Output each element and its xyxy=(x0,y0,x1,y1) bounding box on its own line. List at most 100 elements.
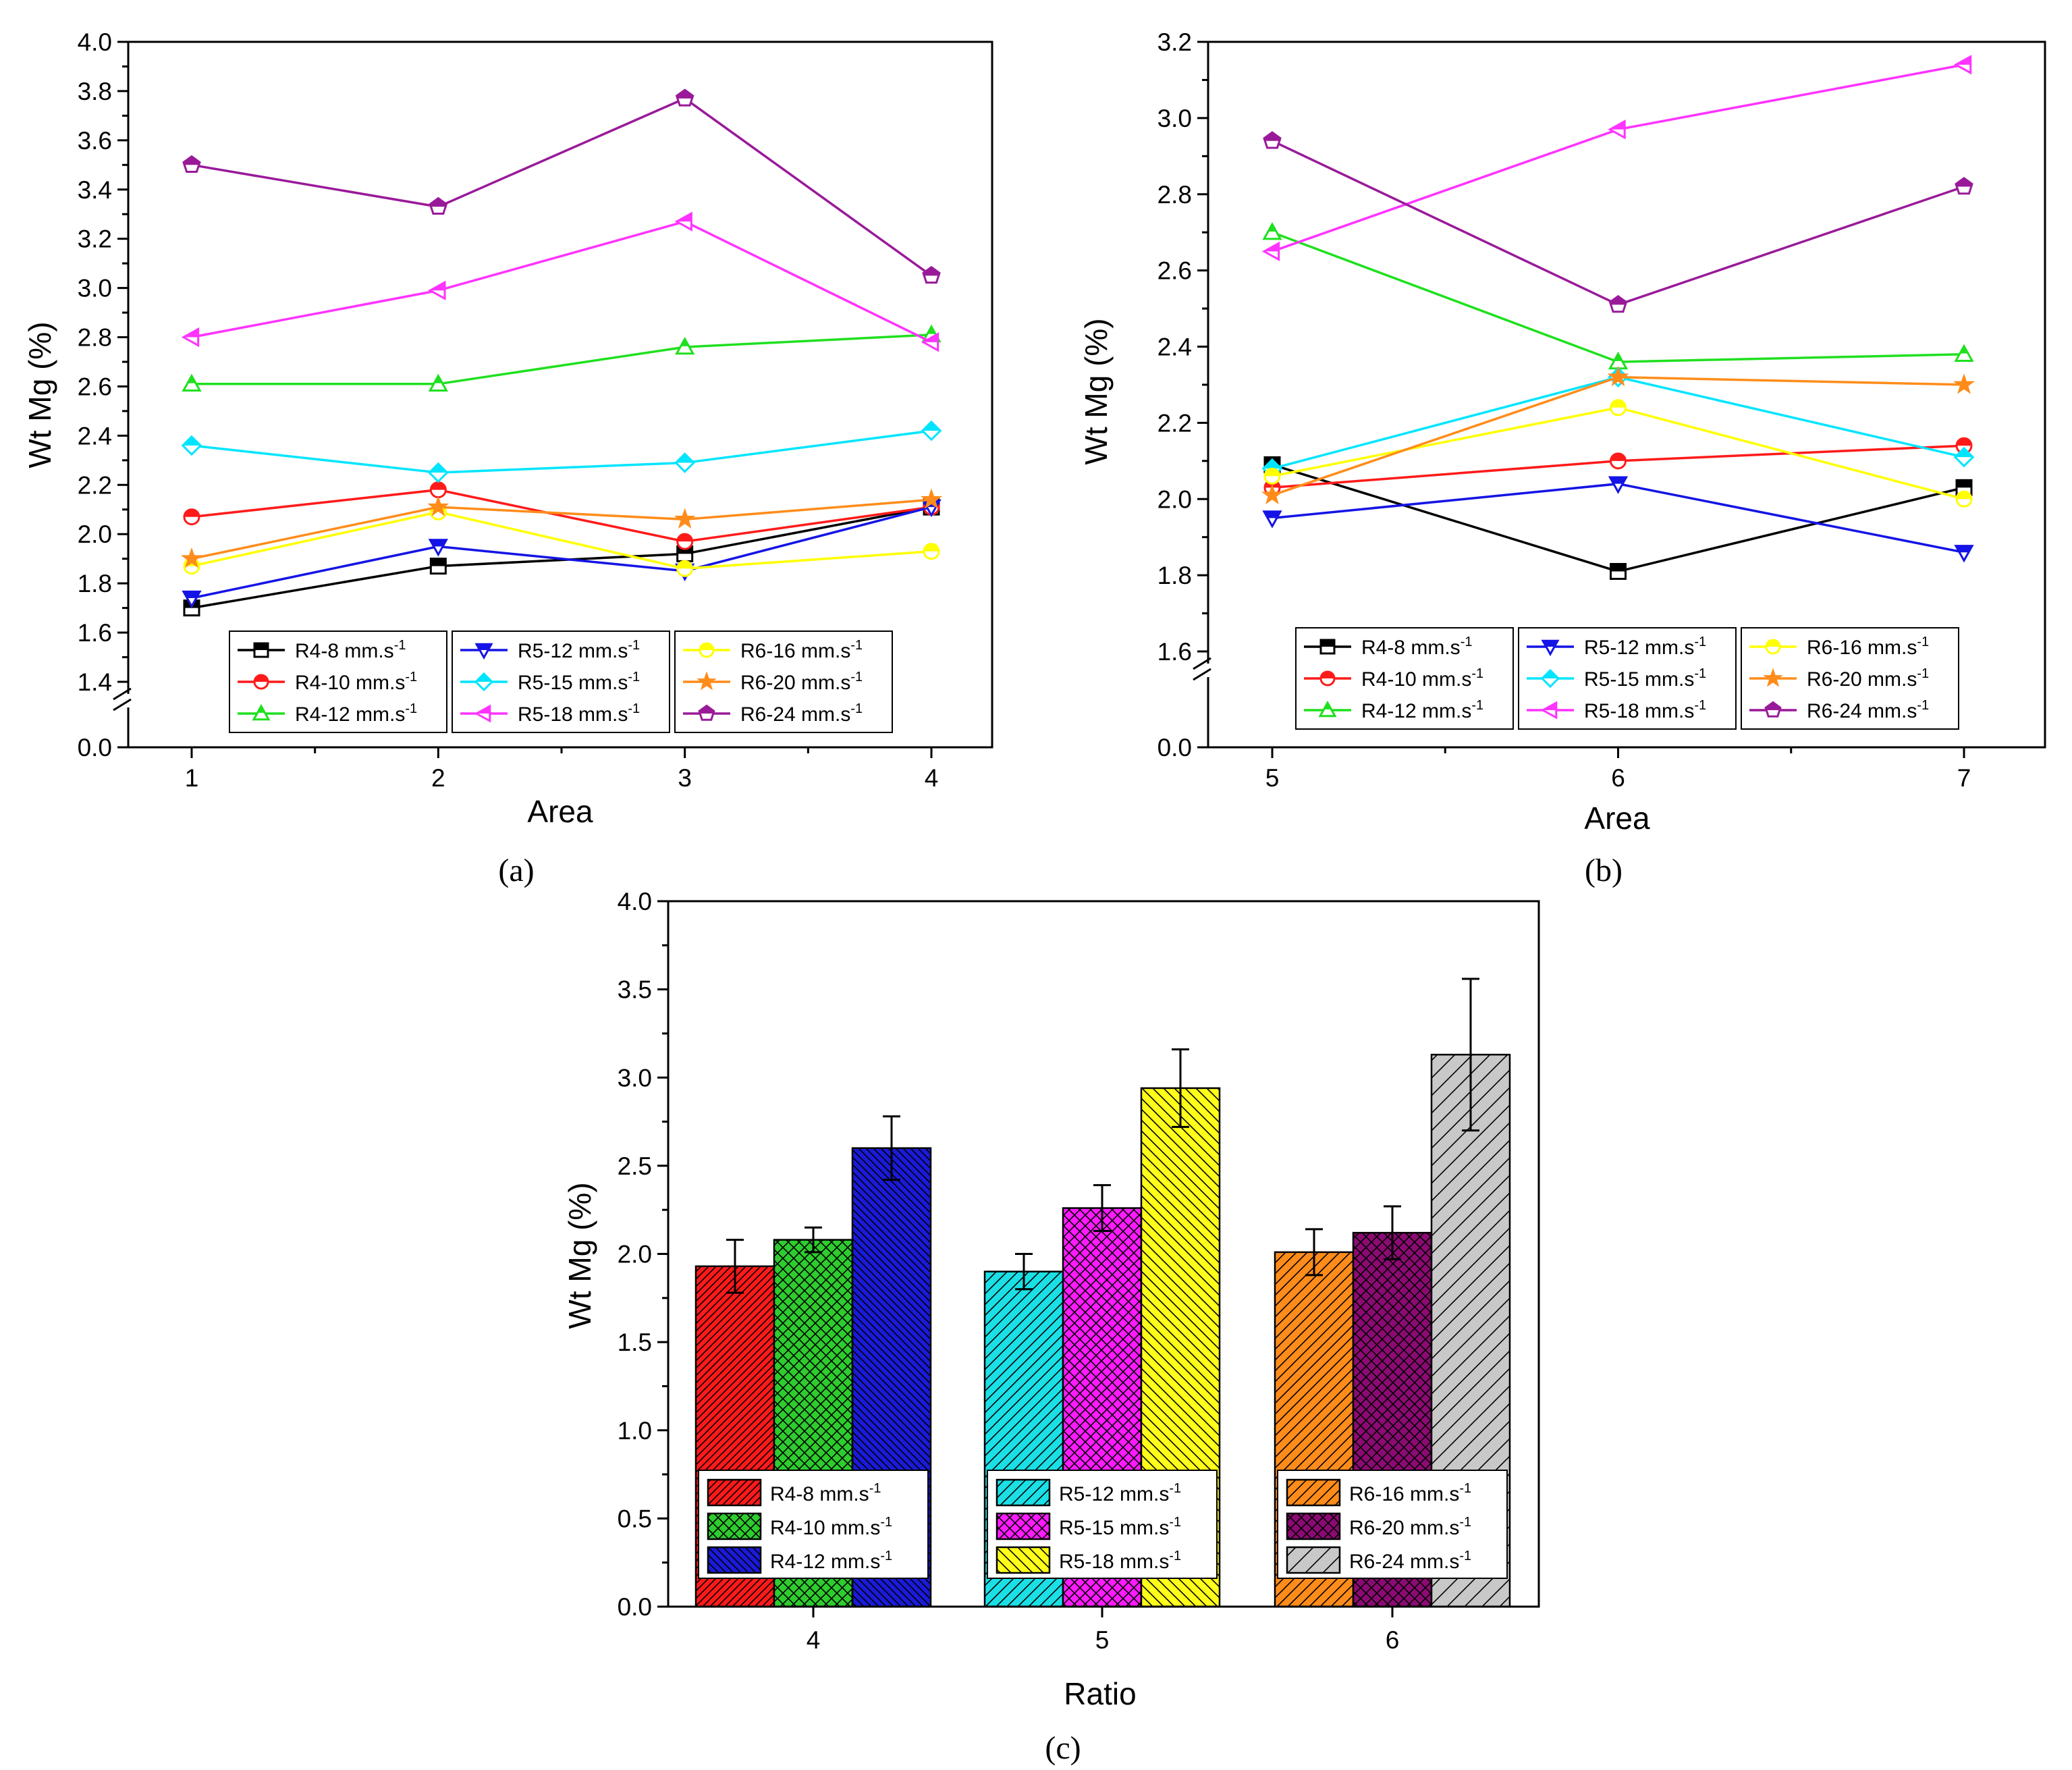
panel-b-legend-item-r5-12-mm-s-label-superscript: -1 xyxy=(1694,635,1706,649)
panel-b-legend-item-r4-12-mm-s-label-main: R4-12 mm.s xyxy=(1361,700,1471,722)
panel-a-series-r6-24-mm-s-line xyxy=(191,97,933,277)
panel-b-legend-item-r5-18-mm-s-label-superscript: -1 xyxy=(1694,698,1706,713)
panel-b-legend-item-r4-8-mm-s-label-main: R4-8 mm.s xyxy=(1361,637,1461,659)
panel-b-series-r6-16-mm-s-point-2 xyxy=(1610,399,1627,417)
panel-c-legend-item-r6-16-mm-s-label-main: R6-16 mm.s xyxy=(1349,1483,1459,1505)
panel-b-series-r5-12-mm-s-point-1 xyxy=(1262,510,1282,529)
panel-a-legend-item-r5-15-mm-s-label-main: R5-15 mm.s xyxy=(518,672,628,694)
panel-b-series-r6-24-mm-s-point-1 xyxy=(1263,131,1282,149)
panel-a-legend-item-r5-18-mm-s-label-superscript: -1 xyxy=(628,701,640,716)
panel-a-legend-item-r5-15-mm-s-label: R5-15 mm.s-1 xyxy=(518,670,640,694)
panel-c-legend-item-r4-12-mm-s-swatch xyxy=(707,1546,762,1574)
panel-c-x-tick-label-5: 5 xyxy=(1095,1626,1110,1654)
panel-c-legend-item-r4-8-mm-s-label-superscript: -1 xyxy=(869,1481,881,1496)
panel-b-legend-item-r6-16-mm-s-marker-fill xyxy=(1766,640,1780,647)
panel-b-series-r5-12-mm-s-point-2 xyxy=(1608,476,1629,494)
panel-c-label: (c) xyxy=(1045,1730,1081,1766)
panel-c-legend-item-r4-12-mm-s-label-main: R4-12 mm.s xyxy=(770,1551,880,1573)
panel-b-y-tick-label-2-8: 2.8 xyxy=(1157,181,1192,209)
panel-b-series xyxy=(1261,55,1975,580)
panel-b-series-r4-10-mm-s-point-3 xyxy=(1955,437,1973,454)
panel-b-label: (b) xyxy=(1585,853,1623,888)
panel-b-legend-column-box xyxy=(1518,627,1737,730)
panel-a-legend-item-r6-20-mm-s-marker-fill xyxy=(697,671,717,691)
panel-c-legend-item-r4-8-mm-s-swatch xyxy=(707,1478,762,1507)
panel-a-legend-item-r5-12-mm-s-marker-fill xyxy=(476,644,491,650)
panel-a-label: (a) xyxy=(498,853,534,888)
panel-a-x-tick-label-4: 4 xyxy=(925,764,939,792)
panel-c-legend-item-r6-16-mm-s-swatch xyxy=(1286,1478,1341,1507)
panel-a-series-r6-20-mm-s-point-1-fill xyxy=(181,547,202,568)
panel-a-y-tick-label-3-6: 3.6 xyxy=(78,127,112,155)
panel-a-series-r6-24-mm-s-point-4-fill xyxy=(923,267,940,276)
panel-b-series-r6-16-mm-s-point-3-fill xyxy=(1957,491,1971,500)
panel-a-series-r5-18-mm-s-point-1-fill xyxy=(183,329,198,338)
panel-a-series-r4-10-mm-s-point-3-fill xyxy=(677,534,692,542)
panel-a-legend-item-r4-12-mm-s-marker xyxy=(252,703,271,721)
panel-a-series-r6-16-mm-s-point-3-fill xyxy=(677,561,692,569)
panel-b-legend-item-r6-20-mm-s-label-superscript: -1 xyxy=(1917,666,1929,681)
panel-a-series-r4-10-mm-s-line xyxy=(191,488,932,543)
panel-a-series-r6-24-mm-s-point-2 xyxy=(429,196,448,215)
panel-b-series-r4-12-mm-s-point-1 xyxy=(1262,221,1282,240)
panel-b-series-r6-20-mm-s-point-2-fill xyxy=(1607,365,1629,387)
panel-a-series-r6-24-mm-s-point-3 xyxy=(675,88,694,107)
panel-a-legend-item-r5-15-mm-s-marker xyxy=(474,672,494,692)
panel-a-series-r6-16-mm-s-point-3 xyxy=(676,560,694,577)
panel-b-series-r6-24-mm-s-line xyxy=(1272,140,1965,306)
panel-a-legend-item-r4-10-mm-s-marker xyxy=(253,674,269,690)
panel-a-y-tick-label-base: 0.0 xyxy=(78,734,112,761)
panel-c-legend-item-r6-24-mm-s-swatch xyxy=(1286,1546,1341,1574)
panel-b-series-r4-12-mm-s-point-3-fill xyxy=(1959,346,1969,354)
panel-a-legend-item-r5-18-mm-s-label-main: R5-18 mm.s xyxy=(518,703,628,726)
panel-b-legend-item-r4-8-mm-s-marker xyxy=(1319,639,1336,655)
panel-b-legend-item-r5-12-mm-s-label: R5-12 mm.s-1 xyxy=(1584,635,1706,659)
panel-a-legend-item-r4-12-mm-s-label: R4-12 mm.s-1 xyxy=(295,701,417,726)
panel-a-legend-item-r5-12-mm-s-label-superscript: -1 xyxy=(628,638,640,653)
panel-b-y-tick-label-1-6: 1.6 xyxy=(1157,638,1192,666)
panel-a-series-r6-20-mm-s-point-3-fill xyxy=(674,508,696,529)
panel-a-y-tick-label-4-0: 4.0 xyxy=(78,28,112,56)
panel-a-legend-item-r6-24-mm-s-marker-fill xyxy=(699,705,715,714)
panel-b-series-r4-12-mm-s-point-1-fill xyxy=(1267,224,1277,232)
panel-a-legend-item-r5-18-mm-s-marker xyxy=(474,704,491,723)
panel-a-series-r6-20-mm-s-point-2 xyxy=(427,495,449,516)
panel-a-series-r6-20-mm-s-point-4 xyxy=(921,488,942,509)
panel-b-legend-item-r6-24-mm-s-label: R6-24 mm.s-1 xyxy=(1807,698,1929,722)
panel-b-legend-item-r6-16-mm-s-label-superscript: -1 xyxy=(1917,635,1929,649)
panel-b-legend-item-r4-10-mm-s-marker-fill xyxy=(1321,672,1334,678)
panel-a-series-r5-12-mm-s-point-1 xyxy=(182,590,202,609)
panel-c-legend-item-r5-15-mm-s-swatch xyxy=(996,1512,1051,1540)
panel-b-series-r5-18-mm-s-point-1-fill xyxy=(1263,243,1279,252)
panel-b-legend-item-r4-12-mm-s-marker xyxy=(1318,700,1337,718)
panel-b-series-r4-8-mm-s-point-2-fill xyxy=(1610,564,1626,572)
panel-b-legend-item-r6-24-mm-s-label-main: R6-24 mm.s xyxy=(1807,700,1917,722)
panel-c-legend-item-r6-20-mm-s-label: R6-20 mm.s-1 xyxy=(1349,1515,1471,1539)
panel-b-legend-item-r4-8-mm-s-marker-fill xyxy=(1321,640,1334,647)
panel-c-y-tick-label-0-5: 0.5 xyxy=(618,1505,652,1532)
panel-b-axis-break-mark-2 xyxy=(1193,668,1211,681)
panel-c-legend-item-r4-10-mm-s-label: R4-10 mm.s-1 xyxy=(770,1515,892,1539)
panel-a-legend-item-r4-8-mm-s-label-superscript: -1 xyxy=(394,638,406,653)
panel-b-series-r5-18-mm-s-point-3 xyxy=(1953,55,1972,75)
panel-b-series-r6-20-mm-s-point-2 xyxy=(1607,365,1629,387)
panel-a-chart: 1.4 1.6 1.8 2.0 2.2 2.4 2.6 2.8 3.0 3.2 3.4 3.6 3.8 4… xyxy=(22,28,993,888)
panel-b-legend-item-r5-15-mm-s-label-superscript: -1 xyxy=(1694,666,1706,681)
panel-b-legend-item-r5-12-mm-s-label-main: R5-12 mm.s xyxy=(1584,637,1694,659)
panel-a-y-tick-label-2-4: 2.4 xyxy=(78,422,112,450)
panel-a-series-r5-15-mm-s-point-1-fill xyxy=(182,436,201,446)
panel-b-y-tick-label-3-0: 3.0 xyxy=(1157,105,1192,132)
panel-b-legend-item-r5-15-mm-s-label-main: R5-15 mm.s xyxy=(1584,668,1694,691)
panel-b-x-tick-label-6: 6 xyxy=(1611,764,1625,792)
panel-c-legend-item-r5-18-mm-s-label: R5-18 mm.s-1 xyxy=(1059,1549,1181,1573)
panel-a-legend-item-r4-8-mm-s-label-main: R4-8 mm.s xyxy=(295,640,394,662)
panel-a-y-tick-label-3-0: 3.0 xyxy=(78,275,112,302)
panel-a-legend-item-r4-10-mm-s-label-main: R4-10 mm.s xyxy=(295,672,405,694)
panel-a-series-r5-12-mm-s-point-2 xyxy=(428,539,448,557)
panel-b-series-r6-20-mm-s-point-1 xyxy=(1261,483,1284,505)
panel-c-legend-item-r6-16-mm-s-label-superscript: -1 xyxy=(1459,1481,1471,1496)
panel-b-legend-item-r4-12-mm-s-label: R4-12 mm.s-1 xyxy=(1361,698,1483,722)
panel-a-series-r6-24-mm-s-point-3-fill xyxy=(676,90,694,99)
panel-b-legend: R4-8 mm.s-1R4-10 mm.s-1R4-12 mm.s-1R5-12… xyxy=(1295,627,1964,730)
